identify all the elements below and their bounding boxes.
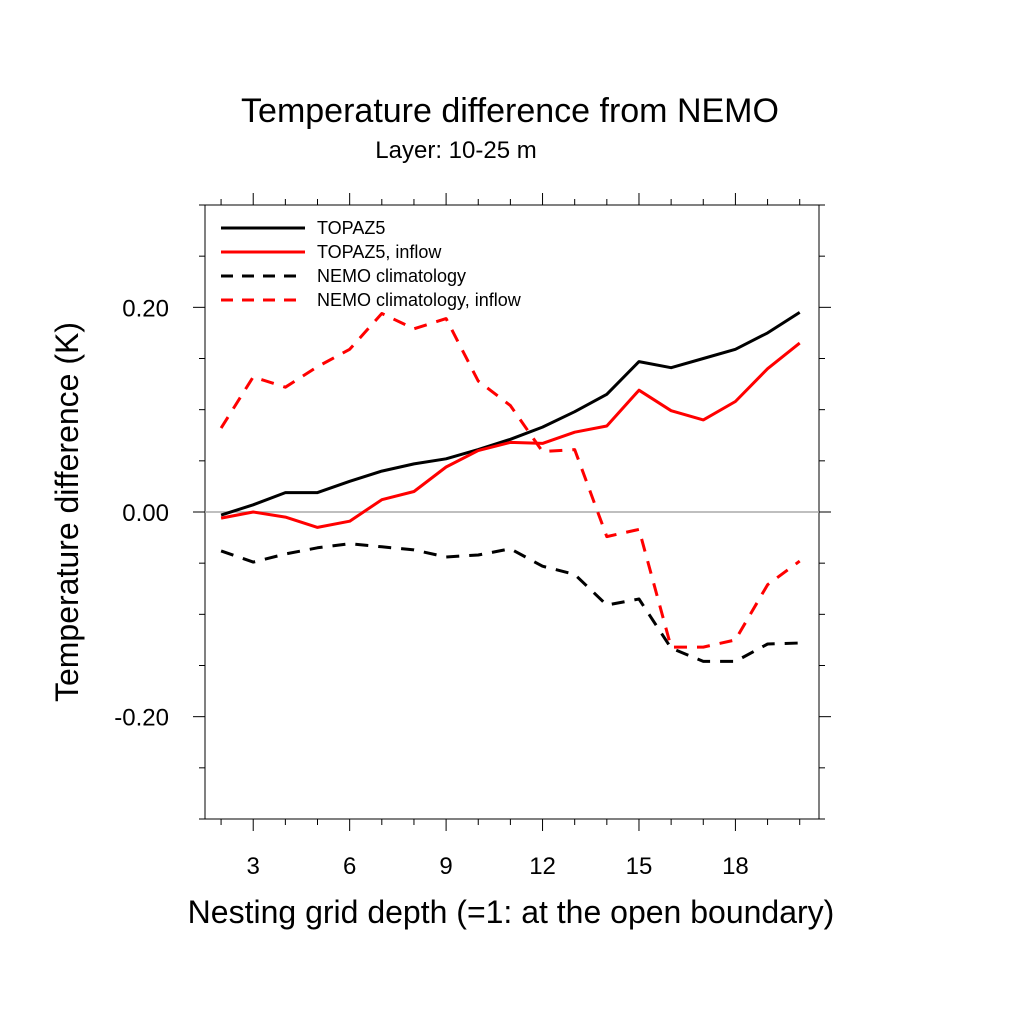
series-line-4 [219,312,801,649]
chart-subtitle: Layer: 10-25 m [375,137,536,164]
y-axis-title: Temperature difference (K) [49,322,85,702]
chart-title: Temperature difference from NEMO [241,92,779,130]
y-tick-label: 0.00 [122,500,169,527]
legend-label-1: TOPAZ5 [317,218,385,238]
plot-area: 3 6 9 12 15 18 -0.20 0.00 0.20 [114,193,831,880]
legend-label-4: NEMO climatology, inflow [317,290,522,310]
x-tick-label: 3 [247,853,260,880]
y-tick-label: 0.20 [122,295,169,322]
legend-label-2: TOPAZ5, inflow [317,242,442,262]
x-tick-label: 9 [439,853,452,880]
series-line-2 [220,341,801,529]
x-tick-label: 12 [529,853,556,880]
x-tick-label: 18 [722,853,749,880]
series-line-3 [220,542,800,663]
x-tick-label: 15 [626,853,653,880]
y-tick-label: -0.20 [114,705,169,732]
x-tick-label: 6 [343,853,356,880]
series-line-1 [220,311,801,517]
x-axis-title: Nesting grid depth (=1: at the open boun… [188,894,835,930]
legend-label-3: NEMO climatology [317,266,466,286]
legend: TOPAZ5 TOPAZ5, inflow NEMO climatology NEMO… [221,218,522,310]
